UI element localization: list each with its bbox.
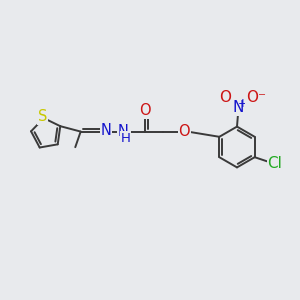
Text: O: O — [219, 90, 231, 105]
Text: +: + — [238, 97, 247, 110]
Text: H: H — [121, 132, 130, 145]
Text: N: N — [233, 100, 244, 115]
Text: N: N — [101, 124, 112, 139]
Text: Cl: Cl — [267, 156, 282, 171]
Text: O: O — [139, 103, 151, 118]
Text: O⁻: O⁻ — [246, 90, 266, 105]
Text: O: O — [178, 124, 190, 139]
Text: S: S — [38, 110, 47, 124]
Text: N: N — [118, 124, 129, 139]
